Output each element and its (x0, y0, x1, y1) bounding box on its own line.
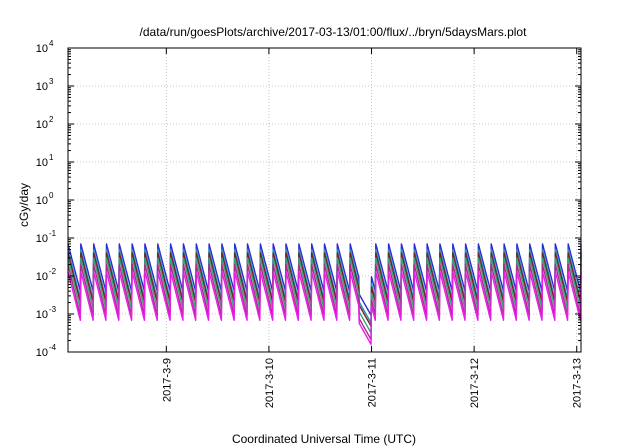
x-tick-label: 2017-3-12 (469, 358, 481, 408)
series-group (67, 243, 582, 345)
y-tick-label: 10 (36, 43, 48, 55)
y-tick-label: 10 (36, 309, 48, 321)
y-tick-exponent: 1 (49, 153, 54, 162)
x-tick-label: 2017-3-11 (367, 358, 379, 407)
y-tick-exponent: -1 (49, 229, 57, 238)
series-line (67, 248, 582, 324)
y-tick-exponent: -2 (49, 267, 57, 276)
y-tick-label: 10 (36, 347, 48, 359)
series-line (67, 263, 582, 341)
y-tick-label: 10 (36, 233, 48, 245)
chart-title: /data/run/goesPlots/archive/2017-03-13/0… (140, 25, 528, 39)
y-tick-exponent: -3 (49, 305, 57, 314)
y-tick-label: 10 (36, 271, 48, 283)
y-tick-exponent: 3 (49, 77, 54, 86)
series-line (67, 271, 582, 345)
y-tick-label: 10 (36, 81, 48, 93)
series-line (67, 252, 582, 327)
y-tick-label: 10 (36, 195, 48, 207)
y-tick-exponent: 2 (49, 115, 54, 124)
y-tick-exponent: 0 (49, 191, 54, 200)
y-tick-exponent: -4 (49, 343, 57, 352)
series-line (67, 243, 582, 316)
y-tick-label: 10 (36, 119, 48, 131)
x-axis-label: Coordinated Universal Time (UTC) (232, 432, 416, 446)
series-line (67, 257, 582, 334)
x-tick-label: 2017-3-9 (161, 358, 173, 402)
x-axis: 2017-3-9 2017-3-10 2017-3-11 2017-3-12 2017-… (161, 48, 584, 408)
x-tick-label: 2017-3-10 (264, 358, 276, 408)
y-axis-label: cGy/day (17, 183, 31, 227)
y-tick-label: 10 (36, 157, 48, 169)
x-tick-label: 2017-3-13 (572, 358, 584, 408)
y-tick-exponent: 4 (49, 39, 54, 48)
